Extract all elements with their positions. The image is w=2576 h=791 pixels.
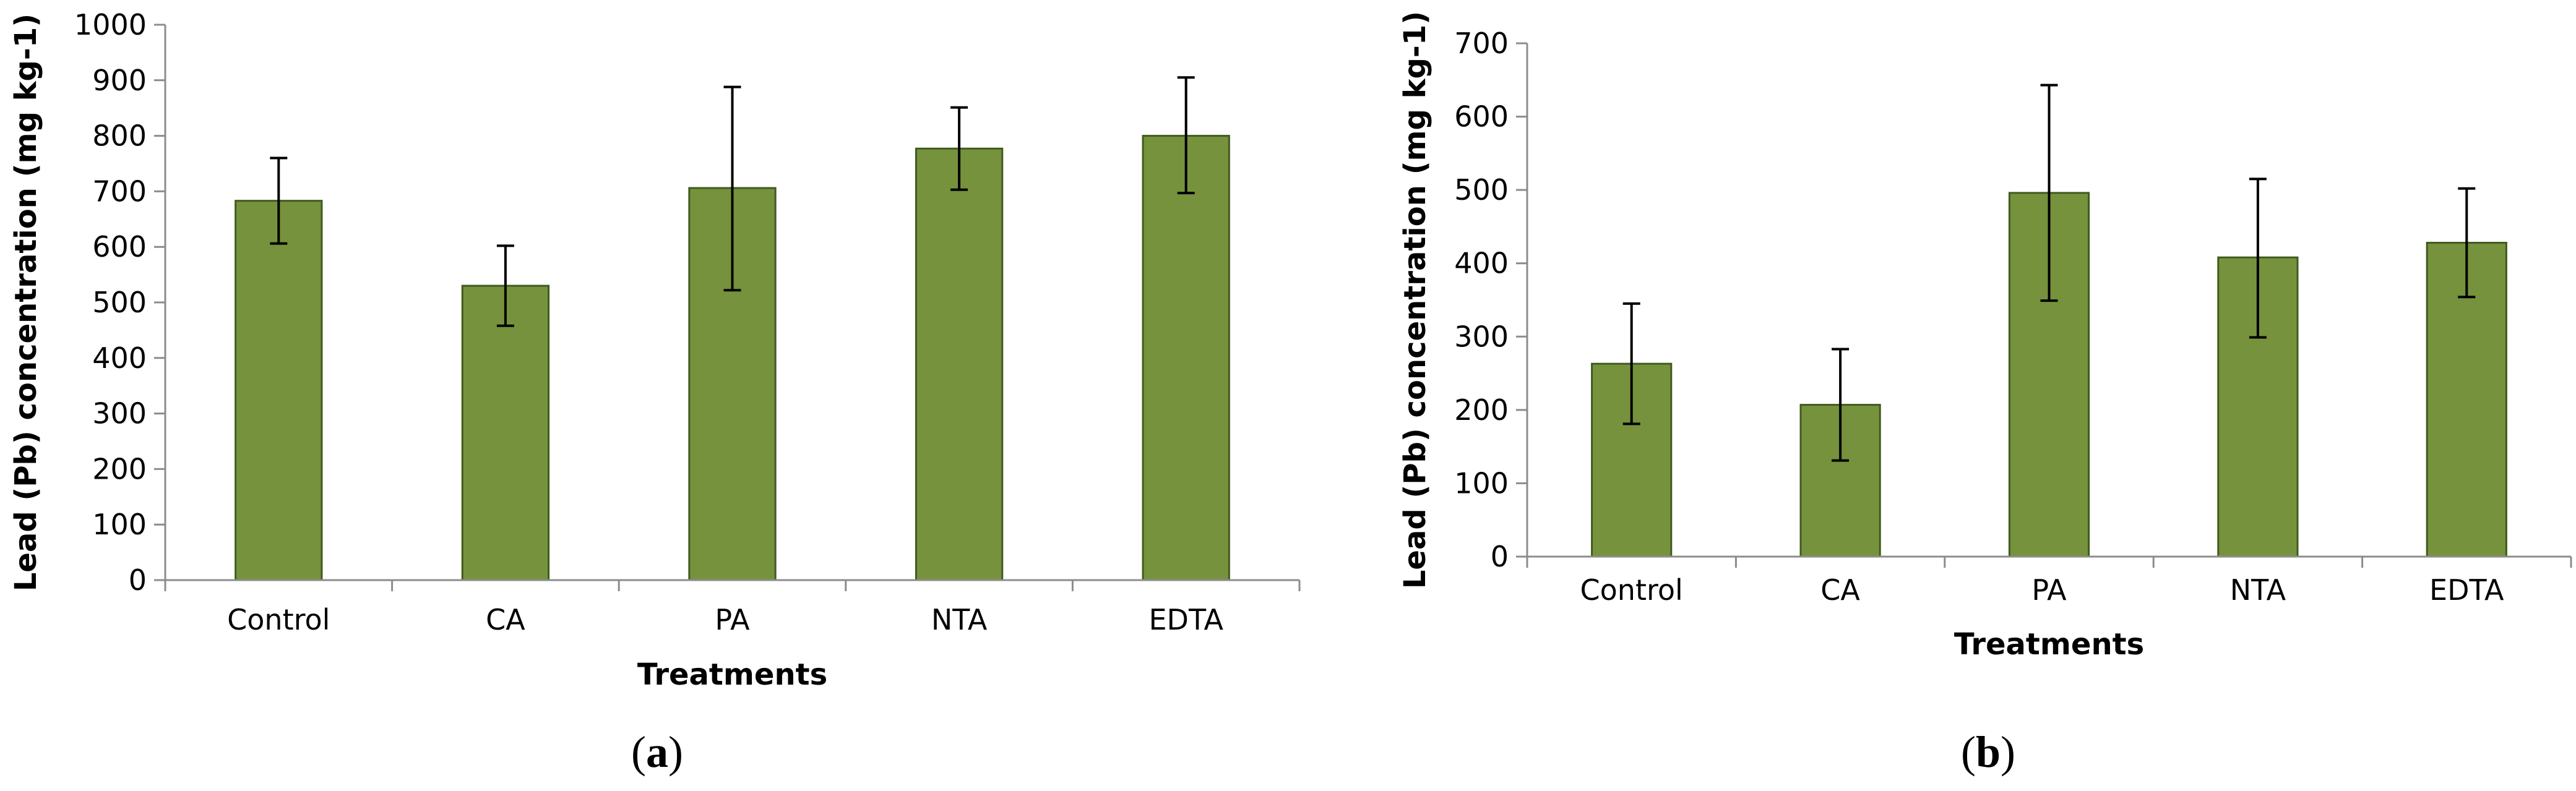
y-tick-label-a-700: 700 <box>92 174 147 208</box>
y-tick-label-a-900: 900 <box>92 64 147 97</box>
chart-panel-a: 0 100 200 300 400 500 600 700 800 900 1000 Control… <box>9 8 1301 777</box>
y-tick-label-b-700: 700 <box>1454 27 1509 60</box>
x-tick-label-a-pa: PA <box>715 603 750 636</box>
error-bar-b-edta <box>2458 187 2476 299</box>
error-bar-a-nta <box>950 106 968 191</box>
panel-caption-b: (b) <box>1961 727 2015 777</box>
bar-a-control <box>235 200 323 581</box>
x-axis-title-b: Treatments <box>1954 627 2144 662</box>
y-tick-label-a-800: 800 <box>92 119 147 153</box>
error-bar-group-a <box>270 76 1195 327</box>
error-bar-a-edta <box>1177 76 1195 195</box>
y-tick-label-a-500: 500 <box>92 286 147 319</box>
y-tick-label-b-500: 500 <box>1454 173 1509 207</box>
error-bar-group-b <box>1622 83 2476 462</box>
y-tick-label-a-200: 200 <box>92 452 147 485</box>
y-tick-label-b-400: 400 <box>1454 247 1509 280</box>
error-bar-a-ca <box>496 244 514 327</box>
error-bar-a-pa <box>723 85 741 292</box>
y-tick-label-a-400: 400 <box>92 341 147 375</box>
y-ticks-a: 0 100 200 300 400 500 600 700 800 900 1000 <box>74 8 165 597</box>
error-bar-b-control <box>1622 302 1640 425</box>
panel-caption-letter-a: a <box>646 727 668 777</box>
y-tick-label-b-200: 200 <box>1454 393 1509 427</box>
x-tick-label-b-edta: EDTA <box>2429 573 2504 607</box>
x-tick-label-b-pa: PA <box>2031 573 2067 607</box>
y-tick-label-b-600: 600 <box>1454 100 1509 134</box>
y-tick-label-a-0: 0 <box>129 563 147 597</box>
chart-panel-b: 0 100 200 300 400 500 600 700 Control CA PA NTA EDT… <box>1398 11 2572 777</box>
x-tick-label-b-control: Control <box>1580 573 1683 607</box>
x-tick-label-a-ca: CA <box>486 603 525 636</box>
x-tick-label-a-control: Control <box>227 603 330 636</box>
y-tick-label-b-300: 300 <box>1454 320 1509 353</box>
x-tick-label-b-nta: NTA <box>2230 573 2286 607</box>
y-axis-title-b: Lead (Pb) concentration (mg kg-1) <box>1398 11 1432 589</box>
y-tick-label-a-100: 100 <box>92 508 147 541</box>
x-ticks-a: Control CA PA NTA EDTA <box>164 580 1301 636</box>
x-tick-label-b-ca: CA <box>1820 573 1860 607</box>
bar-a-edta <box>1142 135 1230 581</box>
bar-a-nta <box>915 147 1004 581</box>
y-tick-label-a-300: 300 <box>92 397 147 430</box>
x-ticks-b: Control CA PA NTA EDTA <box>1526 557 2572 607</box>
y-tick-label-b-0: 0 <box>1491 540 1509 573</box>
x-axis-title-a: Treatments <box>637 657 827 692</box>
x-tick-label-a-edta: EDTA <box>1148 603 1223 636</box>
panel-caption-a: (a) <box>631 727 683 777</box>
bar-a-ca <box>461 284 550 581</box>
y-tick-label-b-100: 100 <box>1454 466 1509 500</box>
y-tick-label-a-1000: 1000 <box>74 8 147 41</box>
panel-caption-letter-b: b <box>1976 727 2001 777</box>
x-tick-label-a-nta: NTA <box>931 603 988 636</box>
error-bar-a-control <box>270 156 288 245</box>
y-axis-title-a: Lead (Pb) concentration (mg kg-1) <box>9 14 43 591</box>
y-ticks-b: 0 100 200 300 400 500 600 700 <box>1454 27 1527 573</box>
error-bar-b-pa <box>2040 83 2058 302</box>
y-tick-label-a-600: 600 <box>92 230 147 263</box>
error-bar-b-nta <box>2249 177 2267 339</box>
error-bar-b-ca <box>1832 348 1850 462</box>
